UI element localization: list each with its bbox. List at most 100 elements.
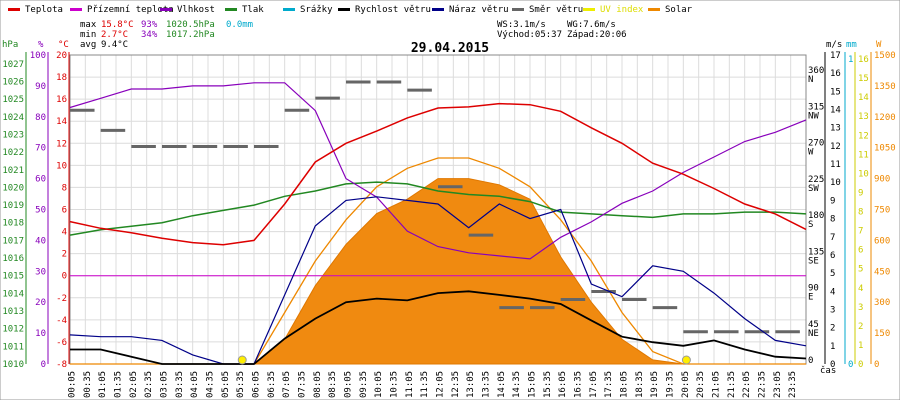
stat-min-label: min [80, 30, 96, 40]
tick-time: 01:35 [114, 371, 124, 398]
legend-swatch [283, 8, 295, 11]
tick-time: 02:05 [129, 371, 139, 398]
tick-time: 13:05 [466, 371, 476, 398]
tick-uv: 14 [858, 93, 869, 103]
tick-dir: 0 [808, 356, 813, 366]
tick-ms: 12 [830, 142, 841, 152]
tick-hpa: 1010 [2, 360, 24, 370]
tick-w: 1500 [874, 51, 896, 61]
stat-max-press: 1020.5hPa [166, 20, 215, 30]
stat-avg-label: avg [80, 40, 96, 50]
stat-min-hum: 34% [141, 30, 158, 40]
tick-time: 04:35 [206, 371, 216, 398]
tick-time: 15:35 [543, 371, 553, 398]
tick-w: 900 [874, 175, 890, 185]
tick-time: 16:35 [574, 371, 584, 398]
tick-ms: 11 [830, 160, 841, 170]
tick-temp: -8 [56, 360, 67, 370]
legend-label: Tlak [242, 5, 264, 15]
tick-hpa: 1024 [2, 113, 24, 123]
stat-min-temp: 2.7°C [101, 30, 128, 40]
tick-w: 1050 [874, 144, 896, 154]
legend-swatch [432, 8, 444, 11]
axis-unit-temp: °C [58, 40, 69, 50]
legend-swatch [648, 8, 660, 11]
tick-ms: 4 [830, 287, 835, 297]
tick-pct: 90 [35, 82, 46, 92]
legend-label: Směr větru [529, 5, 583, 15]
legend-label: Solar [665, 5, 693, 15]
tick-uv: 1 [858, 341, 863, 351]
tick-time: 20:35 [696, 371, 706, 398]
legend-label: Rychlost větru [355, 5, 431, 15]
tick-uv: 7 [858, 227, 863, 237]
tick-dir-name: W [808, 148, 814, 158]
tick-hpa: 1015 [2, 272, 24, 282]
tick-uv: 9 [858, 188, 863, 198]
x-axis-label: čas [820, 365, 836, 376]
tick-time: 01:05 [98, 371, 108, 398]
tick-time: 13:35 [482, 371, 492, 398]
tick-pct: 70 [35, 144, 46, 154]
tick-uv: 15 [858, 74, 869, 84]
tick-pct: 40 [35, 236, 46, 246]
tick-time: 08:05 [313, 371, 323, 398]
tick-w: 0 [874, 360, 879, 370]
tick-dir: 315 [808, 102, 824, 112]
tick-time: 15:05 [528, 371, 538, 398]
tick-time: 09:05 [344, 371, 354, 398]
tick-dir-name: N [808, 75, 813, 85]
tick-time: 23:05 [773, 371, 783, 398]
tick-uv: 16 [858, 55, 869, 65]
stat-min-press: 1017.2hPa [166, 30, 215, 40]
wind-speed-line [70, 290, 807, 365]
info-ws: WS:3.1m/s [497, 20, 546, 30]
tick-ms: 2 [830, 324, 835, 334]
tick-dir: 90 [808, 284, 819, 294]
temperature-line [69, 102, 807, 246]
tick-w: 750 [874, 206, 890, 216]
tick-hpa: 1025 [2, 95, 24, 105]
tick-dir-name: NE [808, 329, 819, 339]
tick-ms: 1 [830, 342, 835, 352]
tick-time: 10:05 [374, 371, 384, 398]
tick-time: 20:05 [681, 371, 691, 398]
tick-time: 14:35 [512, 371, 522, 398]
tick-ms: 0 [830, 360, 835, 370]
axes: hPa% °C m/s mm W1027102610251024102310221021… [2, 40, 896, 398]
tick-ms: 14 [830, 106, 841, 116]
tick-dir: 180 [808, 211, 824, 221]
tick-uv: 6 [858, 246, 863, 256]
tick-w: 1200 [874, 113, 896, 123]
tick-time: 02:35 [144, 371, 154, 398]
tick-time: 11:05 [405, 371, 415, 398]
tick-time: 06:05 [252, 371, 262, 398]
tick-time: 05:05 [221, 371, 231, 398]
tick-mm: 0 [848, 360, 853, 370]
tick-hpa: 1012 [2, 325, 24, 335]
info-sunrise: Východ:05:37 [497, 30, 562, 40]
tick-dir: 360 [808, 66, 824, 76]
legend-label: Teplota [25, 5, 63, 15]
axis-unit-w: W [876, 40, 882, 50]
legend-swatch [8, 8, 20, 11]
tick-temp: -2 [56, 294, 67, 304]
tick-dir-name: S [808, 220, 813, 230]
tick-pct: 10 [35, 329, 46, 339]
legend-swatch [583, 8, 595, 11]
plot-area [69, 80, 807, 365]
tick-dir-name: E [808, 293, 813, 303]
tick-temp: 6 [62, 206, 67, 216]
tick-time: 18:35 [635, 371, 645, 398]
stat-max-temp: 15.8°C [101, 20, 134, 30]
tick-time: 17:05 [589, 371, 599, 398]
tick-temp: 14 [56, 117, 67, 127]
tick-pct: 0 [41, 360, 46, 370]
tick-time: 09:35 [359, 371, 369, 398]
tick-time: 19:05 [650, 371, 660, 398]
tick-ms: 9 [830, 196, 835, 206]
tick-time: 18:05 [620, 371, 630, 398]
axis-unit-pct: % [38, 40, 44, 50]
